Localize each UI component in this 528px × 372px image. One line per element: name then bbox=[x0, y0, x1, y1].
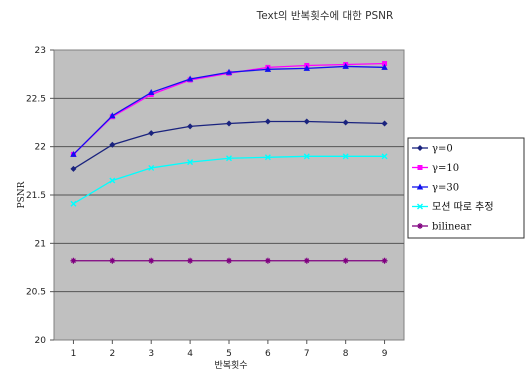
legend-label: γ=30 bbox=[432, 183, 459, 194]
data-point bbox=[226, 257, 232, 264]
data-point bbox=[109, 257, 116, 264]
data-point bbox=[264, 65, 272, 72]
data-point bbox=[109, 141, 116, 148]
data-point bbox=[225, 68, 233, 75]
y-tick-label: 21 bbox=[35, 239, 46, 249]
chart-title: Text의 반복횟수에 대한 PSNR bbox=[256, 10, 394, 22]
y-tick-label: 20.5 bbox=[26, 288, 46, 298]
data-point bbox=[342, 257, 349, 264]
data-point bbox=[187, 257, 194, 264]
x-tick-label: 9 bbox=[382, 349, 388, 359]
data-point bbox=[226, 120, 232, 127]
data-point bbox=[186, 75, 194, 82]
legend-marker bbox=[416, 183, 424, 190]
x-tick-label: 5 bbox=[226, 349, 232, 359]
series-lines bbox=[70, 61, 388, 264]
data-point bbox=[70, 165, 77, 172]
series-4 bbox=[70, 257, 388, 264]
data-point bbox=[342, 153, 349, 160]
y-tick-label: 23 bbox=[35, 46, 46, 56]
legend-label: γ=10 bbox=[432, 163, 459, 174]
data-point bbox=[382, 61, 388, 67]
data-point bbox=[148, 257, 155, 264]
data-point bbox=[148, 130, 155, 137]
legend-label: bilinear bbox=[432, 222, 471, 233]
y-tick-label: 22.5 bbox=[26, 94, 46, 104]
data-point bbox=[303, 257, 310, 264]
x-ticks: 1 2 3 4 5 6 7 8 9 bbox=[71, 340, 388, 359]
data-point bbox=[187, 159, 194, 166]
data-point bbox=[148, 89, 155, 96]
data-point bbox=[381, 257, 388, 264]
legend-marker bbox=[417, 145, 423, 151]
data-point bbox=[264, 118, 271, 125]
legend-marker bbox=[417, 165, 423, 170]
legend: γ=0 γ=10 γ=30 모션 따로 추정 bilinear bbox=[412, 144, 494, 233]
x-tick-label: 3 bbox=[148, 349, 154, 359]
data-point bbox=[226, 155, 232, 162]
data-point bbox=[381, 153, 388, 160]
series-2 bbox=[70, 62, 388, 157]
y-tick-label: 20 bbox=[35, 336, 47, 346]
data-point bbox=[70, 150, 77, 157]
x-tick-label: 2 bbox=[109, 349, 115, 359]
x-tick-label: 7 bbox=[304, 349, 310, 359]
data-point bbox=[342, 62, 349, 69]
x-axis-label: 반복횟수 bbox=[214, 359, 247, 371]
legend-label: 모션 따로 추정 bbox=[432, 201, 494, 213]
data-point bbox=[342, 119, 349, 126]
data-point bbox=[109, 112, 116, 119]
data-point bbox=[70, 257, 77, 264]
series-0 bbox=[70, 118, 388, 172]
x-tick-label: 8 bbox=[343, 349, 349, 359]
data-point bbox=[381, 63, 388, 70]
data-point bbox=[148, 164, 155, 171]
data-point bbox=[303, 153, 310, 160]
legend-marker bbox=[417, 223, 423, 229]
data-point bbox=[70, 200, 77, 207]
data-point bbox=[264, 154, 271, 161]
y-axis-label: PSNR bbox=[17, 181, 27, 208]
x-tick-label: 6 bbox=[265, 349, 271, 359]
data-point bbox=[264, 257, 271, 264]
legend-label: γ=0 bbox=[432, 144, 453, 155]
data-point bbox=[109, 177, 116, 184]
x-tick-label: 1 bbox=[71, 349, 77, 359]
data-point bbox=[303, 64, 310, 71]
data-point bbox=[303, 118, 310, 125]
series-3 bbox=[70, 153, 388, 207]
legend-box bbox=[407, 137, 525, 239]
y-tick-label: 21.5 bbox=[26, 191, 46, 201]
y-tick-label: 22 bbox=[35, 143, 46, 153]
data-point bbox=[381, 120, 388, 127]
y-ticks: 20 20.5 21 21.5 22 22.5 23 bbox=[26, 46, 54, 346]
legend-marker bbox=[417, 203, 423, 210]
gridlines bbox=[54, 97, 404, 293]
x-tick-label: 4 bbox=[187, 349, 193, 359]
data-point bbox=[187, 123, 194, 130]
